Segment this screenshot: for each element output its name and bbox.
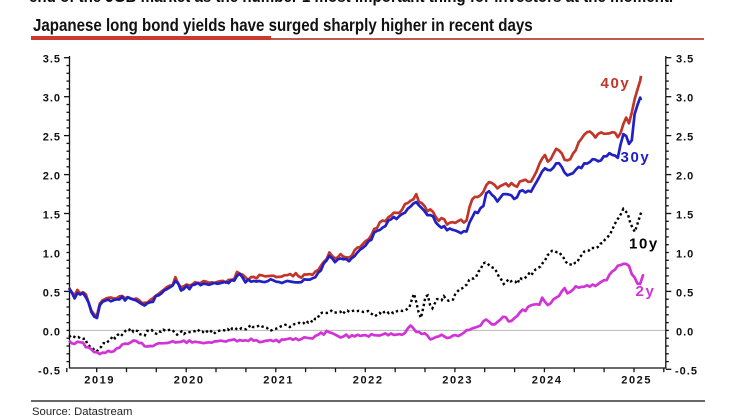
svg-text:0.5: 0.5 [676,287,694,299]
svg-text:2.0: 2.0 [43,171,61,183]
svg-text:2.5: 2.5 [676,132,694,144]
svg-text:1.0: 1.0 [43,249,61,261]
svg-text:2022: 2022 [353,375,384,387]
svg-text:2020: 2020 [174,375,205,387]
svg-text:3.0: 3.0 [676,93,694,105]
svg-text:2023: 2023 [442,375,473,387]
svg-text:3.5: 3.5 [676,54,694,66]
svg-text:2024: 2024 [532,375,563,387]
svg-text:1.0: 1.0 [676,249,694,261]
svg-text:1.5: 1.5 [676,210,694,222]
svg-text:3.5: 3.5 [43,54,61,66]
svg-text:2025: 2025 [621,375,652,387]
svg-text:40y: 40y [601,75,631,92]
svg-text:2.5: 2.5 [43,132,61,144]
svg-text:2.0: 2.0 [676,171,694,183]
svg-text:1.5: 1.5 [43,210,61,222]
svg-text:0.0: 0.0 [676,326,694,338]
svg-text:0.0: 0.0 [43,326,61,338]
svg-text:10y: 10y [629,236,659,253]
svg-text:2021: 2021 [263,375,294,387]
svg-text:30y: 30y [621,149,651,166]
svg-text:-0.5: -0.5 [675,365,698,377]
svg-text:0.5: 0.5 [43,287,61,299]
svg-text:3.0: 3.0 [43,93,61,105]
svg-text:2019: 2019 [84,375,115,387]
svg-text:-0.5: -0.5 [38,365,61,377]
svg-text:2y: 2y [636,283,656,300]
